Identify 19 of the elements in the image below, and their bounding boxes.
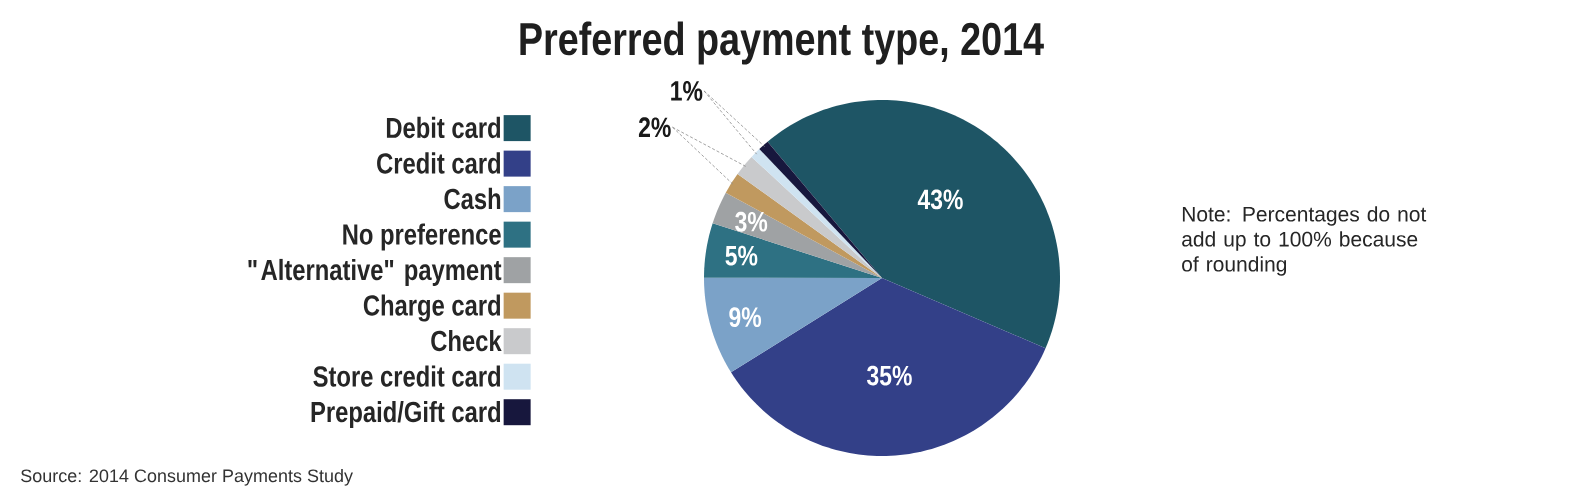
legend-label: Charge card <box>363 294 501 322</box>
data-label: 43% <box>917 189 963 210</box>
legend-label: Cash <box>444 187 501 210</box>
legend-label: Store credit card <box>313 365 501 387</box>
legend-label: Check <box>431 329 502 352</box>
legend-label: "Alternative" payment <box>248 258 502 286</box>
legend-label: Debit card <box>386 116 501 139</box>
data-label: 5% <box>725 245 758 266</box>
data-label: 2% <box>638 117 671 138</box>
legend-label: No preference <box>343 223 501 251</box>
chart-title: Preferred payment type, 2014 <box>520 21 1044 65</box>
data-label: 9% <box>729 307 762 327</box>
data-label: 35% <box>867 365 912 386</box>
source-note: Source: 2014 Consumer Payments Study <box>21 468 353 486</box>
data-label: 3% <box>735 211 768 232</box>
text: Note: Percentages do not add up to 100% because of rounding <box>1182 206 1427 276</box>
legend-label: Prepaid/Gift card <box>311 400 501 428</box>
data-label: 1% <box>671 81 703 101</box>
legend-label: Credit card <box>377 152 501 174</box>
